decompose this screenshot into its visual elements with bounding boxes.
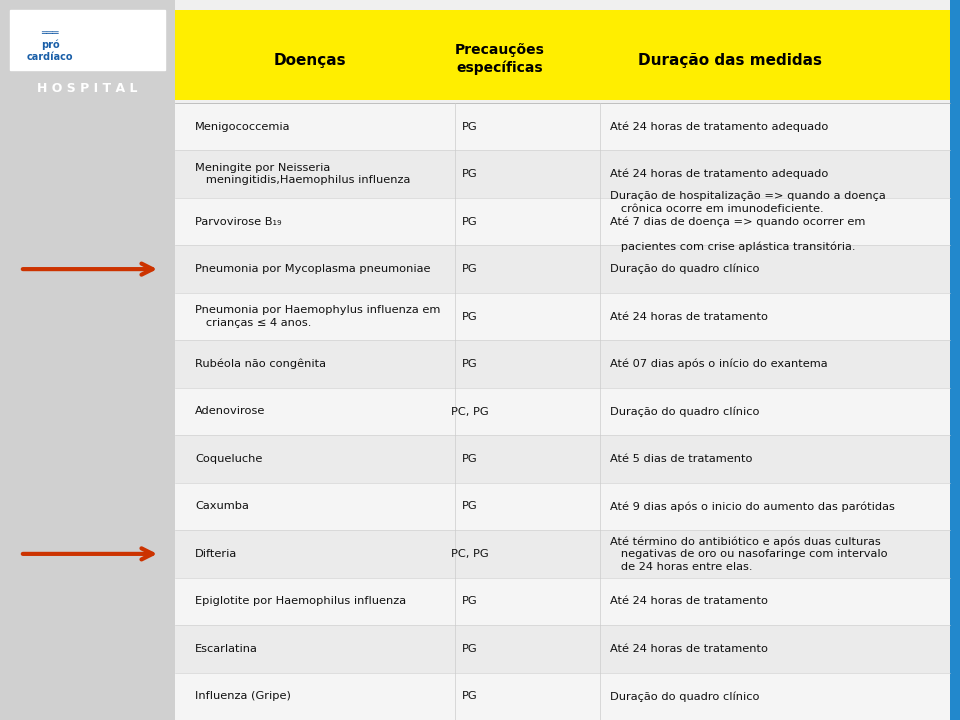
Text: Duração do quadro clínico: Duração do quadro clínico	[610, 264, 759, 274]
FancyBboxPatch shape	[175, 625, 950, 672]
Text: PG: PG	[462, 596, 478, 606]
FancyBboxPatch shape	[175, 672, 950, 720]
Text: Até 24 horas de tratamento adequado: Até 24 horas de tratamento adequado	[610, 169, 828, 179]
FancyBboxPatch shape	[175, 246, 950, 293]
Text: Duração das medidas: Duração das medidas	[638, 53, 822, 68]
FancyBboxPatch shape	[175, 482, 950, 530]
Text: PC, PG: PC, PG	[451, 407, 489, 416]
Text: Até 07 dias após o início do exantema: Até 07 dias após o início do exantema	[610, 359, 828, 369]
Text: Difteria: Difteria	[195, 549, 237, 559]
Text: Influenza (Gripe): Influenza (Gripe)	[195, 691, 291, 701]
Text: PG: PG	[462, 454, 478, 464]
Text: Escarlatina: Escarlatina	[195, 644, 258, 654]
Text: específicas: específicas	[457, 60, 543, 76]
Text: Menigococcemia: Menigococcemia	[195, 122, 291, 132]
Text: PG: PG	[462, 312, 478, 322]
Text: Até término do antibiótico e após duas culturas
   negativas de oro ou nasofarin: Até término do antibiótico e após duas c…	[610, 536, 888, 572]
Text: Parvovirose B₁₉: Parvovirose B₁₉	[195, 217, 281, 227]
Text: Pneumonia por Mycoplasma pneumoniae: Pneumonia por Mycoplasma pneumoniae	[195, 264, 430, 274]
Text: PG: PG	[462, 691, 478, 701]
Text: Caxumba: Caxumba	[195, 501, 249, 511]
FancyBboxPatch shape	[175, 103, 950, 150]
FancyBboxPatch shape	[175, 198, 950, 246]
Text: Até 24 horas de tratamento: Até 24 horas de tratamento	[610, 644, 768, 654]
Text: Até 24 horas de tratamento adequado: Até 24 horas de tratamento adequado	[610, 122, 828, 132]
Text: PG: PG	[462, 644, 478, 654]
Text: Adenovirose: Adenovirose	[195, 407, 265, 416]
Text: Coqueluche: Coqueluche	[195, 454, 262, 464]
FancyBboxPatch shape	[10, 10, 165, 70]
Text: PG: PG	[462, 501, 478, 511]
Text: ═══
pró
cardíaco: ═══ pró cardíaco	[27, 28, 73, 62]
Text: Duração do quadro clínico: Duração do quadro clínico	[610, 691, 759, 701]
FancyBboxPatch shape	[0, 0, 960, 100]
FancyBboxPatch shape	[175, 530, 950, 577]
Text: PG: PG	[462, 169, 478, 179]
Text: Duração de hospitalização => quando a doença
   crônica ocorre em imunodeficient: Duração de hospitalização => quando a do…	[610, 192, 886, 252]
Text: PG: PG	[462, 217, 478, 227]
Text: Precauções: Precauções	[455, 43, 545, 57]
Text: PC, PG: PC, PG	[451, 549, 489, 559]
FancyBboxPatch shape	[175, 293, 950, 341]
Text: Epiglotite por Haemophilus influenza: Epiglotite por Haemophilus influenza	[195, 596, 406, 606]
FancyBboxPatch shape	[175, 435, 950, 482]
FancyBboxPatch shape	[175, 150, 950, 198]
FancyBboxPatch shape	[175, 10, 950, 100]
Text: H O S P I T A L: H O S P I T A L	[36, 81, 137, 94]
Text: Doenças: Doenças	[274, 53, 347, 68]
Text: PG: PG	[462, 264, 478, 274]
Text: Até 24 horas de tratamento: Até 24 horas de tratamento	[610, 596, 768, 606]
FancyBboxPatch shape	[175, 388, 950, 435]
Text: PG: PG	[462, 359, 478, 369]
FancyBboxPatch shape	[175, 577, 950, 625]
Text: Até 5 dias de tratamento: Até 5 dias de tratamento	[610, 454, 753, 464]
Text: Até 24 horas de tratamento: Até 24 horas de tratamento	[610, 312, 768, 322]
Text: Rubéola não congênita: Rubéola não congênita	[195, 359, 326, 369]
Text: Duração do quadro clínico: Duração do quadro clínico	[610, 406, 759, 417]
Text: Até 9 dias após o inicio do aumento das parótidas: Até 9 dias após o inicio do aumento das …	[610, 501, 895, 512]
FancyBboxPatch shape	[950, 0, 960, 720]
FancyBboxPatch shape	[175, 0, 960, 720]
Text: Meningite por Neisseria
   meningitidis,Haemophilus influenza: Meningite por Neisseria meningitidis,Hae…	[195, 163, 410, 185]
FancyBboxPatch shape	[175, 341, 950, 388]
FancyBboxPatch shape	[0, 0, 175, 720]
Text: PG: PG	[462, 122, 478, 132]
Text: Pneumonia por Haemophylus influenza em
   crianças ≤ 4 anos.: Pneumonia por Haemophylus influenza em c…	[195, 305, 441, 328]
